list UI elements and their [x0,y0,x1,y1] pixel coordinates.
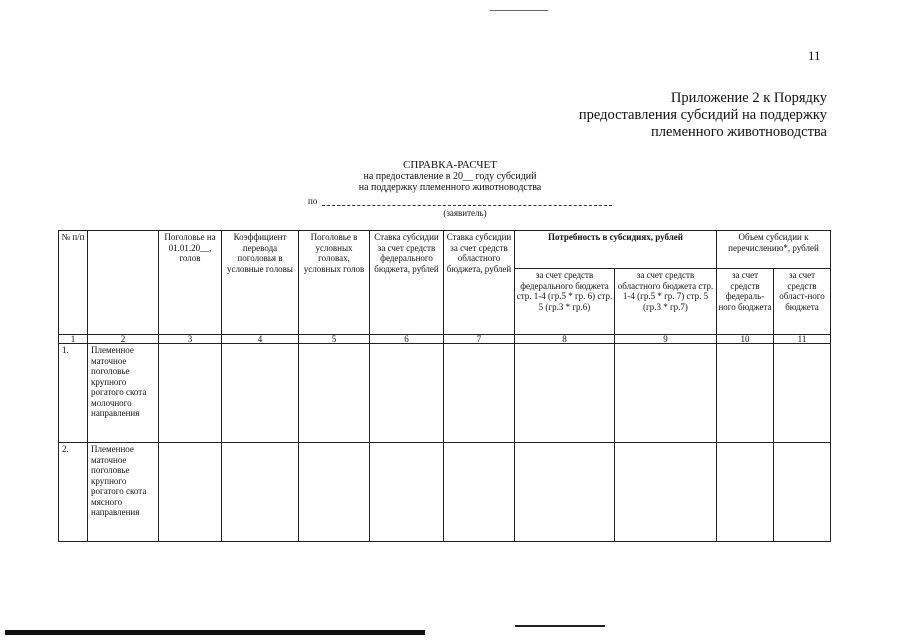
header-c11: за счет средств област-ного бюджета [773,268,831,335]
subtitle: на предоставление в 20__ году субсидий [363,171,537,182]
col-num: 3 [158,334,222,344]
col-num: 10 [716,334,774,344]
table-row: 2. Племенное маточное поголовье крупного… [58,442,831,542]
col-num: 6 [369,334,444,344]
header-no: № п/п [58,230,88,335]
calculation-table: № п/п Поголовье на 01.01.20__, голов Коэ… [58,230,831,542]
subtitle: на поддержку племенного животноводства [358,182,542,193]
header-c4: Коэффициент перевода поголовья в условны… [221,230,299,335]
col-num: 5 [298,334,370,344]
col-num: 9 [614,334,717,344]
appendix-line: племенного животноводства [650,124,827,140]
applicant-line [322,205,612,206]
header-c5: Поголовье в условных головах, условных г… [298,230,370,335]
col-num: 2 [87,334,159,344]
table-row: 1. Племенное маточное поголовье крупного… [58,343,831,443]
row-no: 2. [58,442,88,542]
applicant-prefix: по [308,196,318,206]
header-c10: за счет средств федераль-ного бюджета [716,268,774,335]
header-name [87,230,159,335]
applicant-label: (заявитель) [443,208,487,218]
col-num: 7 [443,334,515,344]
col-num: 11 [773,334,831,344]
header-c3: Поголовье на 01.01.20__, голов [158,230,222,335]
header-c6: Ставка субсидии за счет средств федераль… [369,230,444,335]
col-num: 8 [514,334,615,344]
appendix-line: Приложение 2 к Порядку [670,90,827,106]
header-volume: Объем субсидии к перечислению*, рублей [716,230,831,269]
row-name: Племенное маточное поголовье крупного ро… [87,442,159,542]
appendix-note: Приложение 2 к Порядку предоставления су… [579,90,827,141]
row-no: 1. [58,343,88,443]
header-c7: Ставка субсидии за счет средств областно… [443,230,515,335]
scan-mark [515,625,605,627]
appendix-line: предоставления субсидий на поддержку [578,107,827,123]
title: СПРАВКА-РАСЧЕТ [403,159,497,171]
scan-mark [490,10,548,11]
row-name: Племенное маточное поголовье крупного ро… [87,343,159,443]
header-need: Потребность в субсидиях, рублей [514,230,717,269]
col-num: 1 [58,334,88,344]
scan-edge [5,630,425,635]
page-number: 11 [808,48,821,63]
col-num: 4 [221,334,299,344]
header-c9: за счет средств областного бюджета стр. … [614,268,717,335]
header-c8: за счет средств федерального бюджета стр… [514,268,615,335]
document-title: СПРАВКА-РАСЧЕТ на предоставление в 20__ … [300,159,600,194]
